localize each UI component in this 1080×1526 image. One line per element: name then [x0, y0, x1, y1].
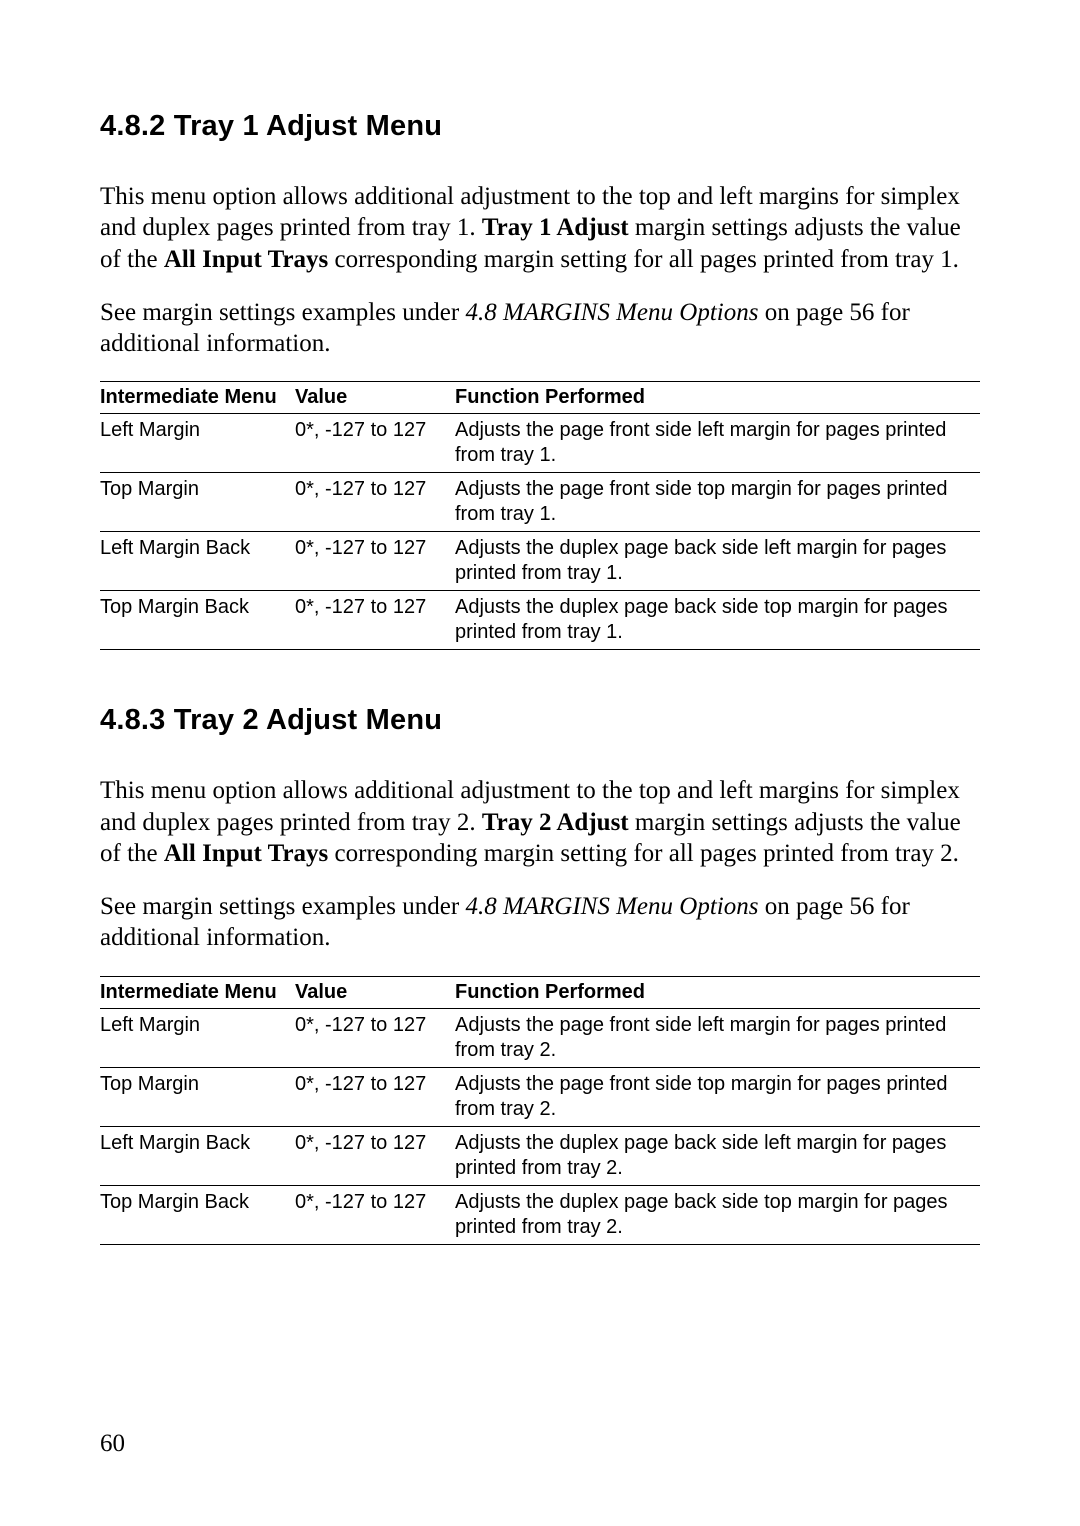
bold-run: All Input Trays — [164, 840, 328, 867]
bold-run: Tray 2 Adjust — [482, 809, 629, 836]
table-cell: Adjusts the duplex page back side top ma… — [455, 1185, 980, 1244]
table-row: Left Margin 0*, -127 to 127 Adjusts the … — [100, 1008, 980, 1067]
text-run: corresponding margin setting for all pag… — [328, 246, 959, 273]
table-cell: Top Margin — [100, 1067, 295, 1126]
table-row: Top Margin 0*, -127 to 127 Adjusts the p… — [100, 473, 980, 532]
page-number: 60 — [100, 1430, 125, 1458]
table-header: Intermediate Menu — [100, 382, 295, 414]
table-cell: Adjusts the page front side top margin f… — [455, 473, 980, 532]
table-header: Value — [295, 382, 455, 414]
table-row: Left Margin Back 0*, -127 to 127 Adjusts… — [100, 1126, 980, 1185]
body-paragraph: See margin settings examples under 4.8 M… — [100, 891, 980, 954]
table-cell: Adjusts the duplex page back side top ma… — [455, 591, 980, 650]
table-header: Function Performed — [455, 382, 980, 414]
italic-run: 4.8 MARGINS Menu Options — [465, 299, 758, 326]
table-cell: Left Margin Back — [100, 532, 295, 591]
table-row: Top Margin Back 0*, -127 to 127 Adjusts … — [100, 1185, 980, 1244]
table-header: Intermediate Menu — [100, 976, 295, 1008]
table-cell: 0*, -127 to 127 — [295, 473, 455, 532]
table-row: Top Margin Back 0*, -127 to 127 Adjusts … — [100, 591, 980, 650]
table-row: Top Margin 0*, -127 to 127 Adjusts the p… — [100, 1067, 980, 1126]
table-cell: Adjusts the page front side left margin … — [455, 1008, 980, 1067]
table-cell: Top Margin Back — [100, 1185, 295, 1244]
table-header: Value — [295, 976, 455, 1008]
table-cell: 0*, -127 to 127 — [295, 532, 455, 591]
table-cell: 0*, -127 to 127 — [295, 591, 455, 650]
table-cell: 0*, -127 to 127 — [295, 1185, 455, 1244]
table-cell: 0*, -127 to 127 — [295, 1067, 455, 1126]
table-cell: Adjusts the duplex page back side left m… — [455, 532, 980, 591]
menu-table: Intermediate Menu Value Function Perform… — [100, 976, 980, 1245]
table-cell: Top Margin Back — [100, 591, 295, 650]
table-cell: Left Margin — [100, 414, 295, 473]
text-run: See margin settings examples under — [100, 893, 465, 920]
table-cell: Adjusts the page front side top margin f… — [455, 1067, 980, 1126]
section-heading: 4.8.3 Tray 2 Adjust Menu — [100, 704, 980, 737]
text-run: See margin settings examples under — [100, 299, 465, 326]
table-header-row: Intermediate Menu Value Function Perform… — [100, 382, 980, 414]
table-row: Left Margin Back 0*, -127 to 127 Adjusts… — [100, 532, 980, 591]
text-run: corresponding margin setting for all pag… — [328, 840, 959, 867]
body-paragraph: See margin settings examples under 4.8 M… — [100, 297, 980, 360]
table-header: Function Performed — [455, 976, 980, 1008]
table-header-row: Intermediate Menu Value Function Perform… — [100, 976, 980, 1008]
bold-run: All Input Trays — [164, 246, 328, 273]
table-cell: Left Margin Back — [100, 1126, 295, 1185]
table-cell: 0*, -127 to 127 — [295, 1008, 455, 1067]
table-cell: Top Margin — [100, 473, 295, 532]
table-cell: Left Margin — [100, 1008, 295, 1067]
table-cell: 0*, -127 to 127 — [295, 1126, 455, 1185]
table-cell: 0*, -127 to 127 — [295, 414, 455, 473]
italic-run: 4.8 MARGINS Menu Options — [465, 893, 758, 920]
body-paragraph: This menu option allows additional adjus… — [100, 181, 980, 275]
body-paragraph: This menu option allows additional adjus… — [100, 775, 980, 869]
table-cell: Adjusts the page front side left margin … — [455, 414, 980, 473]
section-heading: 4.8.2 Tray 1 Adjust Menu — [100, 110, 980, 143]
table-row: Left Margin 0*, -127 to 127 Adjusts the … — [100, 414, 980, 473]
document-page: 4.8.2 Tray 1 Adjust Menu This menu optio… — [0, 0, 1080, 1526]
menu-table: Intermediate Menu Value Function Perform… — [100, 381, 980, 650]
bold-run: Tray 1 Adjust — [482, 214, 629, 241]
table-cell: Adjusts the duplex page back side left m… — [455, 1126, 980, 1185]
